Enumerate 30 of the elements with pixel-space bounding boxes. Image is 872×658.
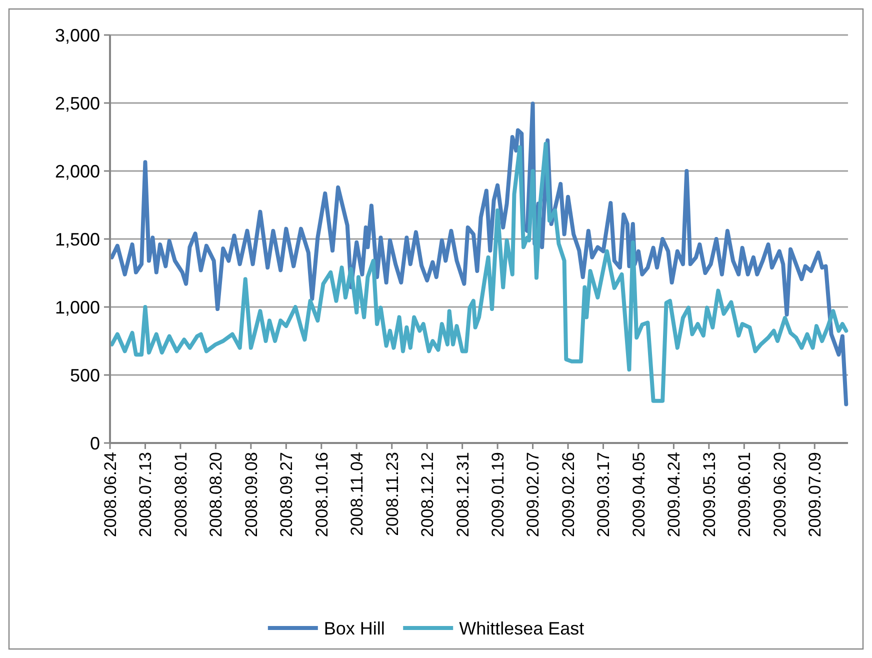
x-tick-label: 2008.08.20: [206, 452, 226, 538]
y-tick-label: 1,500: [54, 229, 100, 250]
x-tick-label: 2008.07.13: [136, 452, 156, 538]
x-tick-label: 2009.05.13: [700, 452, 719, 538]
y-tick-label: 3,000: [54, 25, 100, 46]
x-tick-label: 2008.08.01: [171, 452, 190, 538]
x-tick-label: 2009.03.17: [594, 452, 614, 538]
x-tick-label: 2009.02.26: [558, 452, 578, 538]
x-tick-label: 2008.09.08: [242, 452, 261, 538]
x-tick-label: 2008.11.23: [382, 452, 402, 536]
x-tick-label: 2009.04.05: [629, 452, 648, 538]
x-tick-label: 2008.10.16: [312, 452, 332, 538]
x-tick-label: 2009.06.01: [735, 452, 754, 538]
legend-label: Whittlesea East: [459, 618, 584, 638]
x-tick-label: 2008.06.24: [100, 452, 120, 538]
x-tick-label: 2009.07.09: [806, 452, 825, 538]
x-tick-label: 2009.01.19: [488, 452, 508, 538]
y-tick-label: 0: [90, 433, 100, 454]
y-tick-label: 2,500: [54, 93, 100, 114]
y-tick-label: 500: [70, 365, 100, 386]
x-tick-label: 2009.06.20: [770, 452, 790, 538]
x-tick-label: 2009.02.07: [524, 452, 543, 538]
y-tick-label: 2,000: [54, 161, 100, 182]
x-tick-label: 2008.09.27: [277, 452, 296, 538]
y-tick-label: 1,000: [54, 297, 100, 318]
legend-label: Box Hill: [324, 618, 385, 638]
x-tick-label: 2008.12.12: [418, 452, 438, 538]
x-tick-label: 2008.11.04: [348, 452, 367, 536]
x-tick-label: 2008.12.31: [453, 452, 472, 538]
x-tick-label: 2009.04.24: [664, 452, 684, 538]
